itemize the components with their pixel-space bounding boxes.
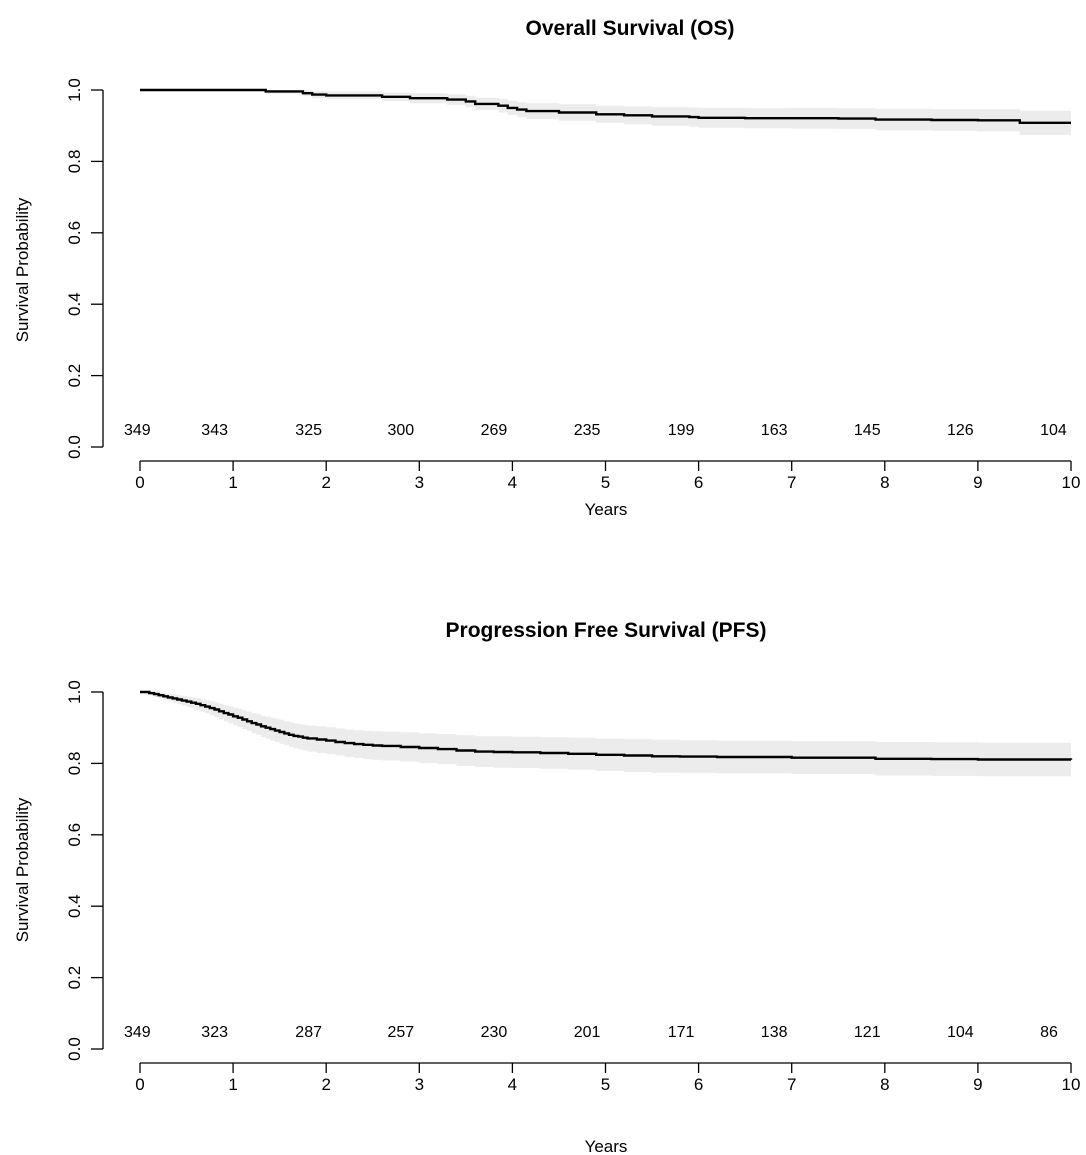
pfs-x-tick-label: 2 [321, 1075, 330, 1094]
os-x-tick-label: 6 [694, 473, 703, 492]
os-x-tick-label: 0 [135, 473, 144, 492]
os-y-tick-label: 0.4 [65, 292, 84, 316]
pfs-x-tick-label: 4 [508, 1075, 517, 1094]
pfs-x-axis-label: Years [585, 1137, 628, 1155]
os-x-tick-label: 5 [601, 473, 610, 492]
os-title: Overall Survival (OS) [526, 17, 735, 40]
pfs-at-risk-count: 287 [295, 1024, 322, 1041]
pfs-y-axis: 0.0 0.2 0.4 0.6 0.8 1.0 [65, 680, 104, 1061]
os-at-risk-count: 343 [201, 422, 228, 439]
os-y-tick-label: 1.0 [65, 78, 84, 102]
pfs-y-axis-label: Survival Probability [13, 797, 32, 942]
pfs-at-risk-count: 257 [388, 1024, 415, 1041]
pfs-at-risk-count: 201 [574, 1024, 601, 1041]
os-survival-curve [140, 88, 1071, 124]
pfs-curve-layer [140, 690, 1073, 761]
pfs-x-tick-label: 7 [787, 1075, 796, 1094]
os-at-risk-count: 269 [481, 422, 508, 439]
os-x-axis: 0 1 2 3 4 5 6 7 8 9 10 [135, 460, 1081, 492]
pfs-x-tick-label: 1 [228, 1075, 237, 1094]
os-at-risk-count: 126 [947, 422, 974, 439]
pfs-band-layer [140, 692, 1071, 777]
pfs-y-tick-label: 0.8 [65, 752, 84, 776]
pfs-at-risk-count: 86 [1040, 1024, 1058, 1041]
pfs-confidence-band [140, 692, 1071, 777]
pfs-at-risk-count: 230 [481, 1024, 508, 1041]
pfs-title: Progression Free Survival (PFS) [446, 619, 767, 642]
pfs-y-tick-label: 0.2 [65, 966, 84, 990]
pfs-y-tick-label: 1.0 [65, 680, 84, 704]
pfs-y-tick-label: 0.0 [65, 1037, 84, 1061]
pfs-x-tick-label: 0 [135, 1075, 144, 1094]
os-at-risk-count: 325 [295, 422, 322, 439]
os-curve-layer [140, 88, 1071, 124]
os-at-risk-count: 235 [574, 422, 601, 439]
pfs-survival-curve [140, 690, 1073, 761]
os-at-risk-count: 349 [124, 422, 151, 439]
os-at-risk-row: 349 343 325 300 269 235 199 163 145 126 104 [124, 422, 1067, 439]
pfs-at-risk-row: 349 323 287 257 230 201 171 138 121 104 86 [124, 1024, 1058, 1041]
pfs-at-risk-count: 104 [947, 1024, 974, 1041]
pfs-y-tick-label: 0.6 [65, 823, 84, 847]
os-at-risk-count: 300 [388, 422, 415, 439]
os-x-tick-label: 2 [321, 473, 330, 492]
os-x-tick-label: 9 [973, 473, 982, 492]
os-x-axis-label: Years [585, 500, 628, 519]
os-y-axis-label: Survival Probability [13, 197, 32, 342]
pfs-x-tick-label: 8 [880, 1075, 889, 1094]
pfs-panel: Progression Free Survival (PFS) 0.00.20.… [13, 619, 1080, 1155]
os-y-tick-label: 0.0 [65, 435, 84, 459]
os-at-risk-count: 104 [1040, 422, 1067, 439]
pfs-at-risk-count: 323 [201, 1024, 228, 1041]
os-y-axis: 0.0 0.2 0.4 0.6 0.8 1.0 [65, 78, 104, 459]
os-y-tick-label: 0.6 [65, 221, 84, 245]
pfs-at-risk-count: 349 [124, 1024, 151, 1041]
pfs-x-tick-label: 3 [415, 1075, 424, 1094]
os-band-layer [140, 90, 1071, 135]
os-at-risk-count: 145 [854, 422, 881, 439]
os-x-tick-label: 1 [228, 473, 237, 492]
pfs-at-risk-count: 171 [668, 1024, 695, 1041]
pfs-at-risk-count: 121 [854, 1024, 881, 1041]
os-x-tick-label: 3 [415, 473, 424, 492]
os-x-tick-label: 4 [508, 473, 517, 492]
os-x-tick-label: 7 [787, 473, 796, 492]
os-x-tick-label: 8 [880, 473, 889, 492]
pfs-x-tick-label: 5 [601, 1075, 610, 1094]
os-y-tick-label: 0.2 [65, 364, 84, 388]
pfs-y-tick-label: 0.4 [65, 894, 84, 918]
pfs-x-tick-label: 10 [1062, 1075, 1081, 1094]
os-confidence-band [140, 90, 1071, 135]
pfs-x-axis: 0 1 2 3 4 5 6 7 8 9 10 [135, 1062, 1081, 1094]
os-panel: Overall Survival (OS) 0.0 0.2 0.4 0.6 0.8 1.0… [13, 17, 1080, 519]
os-at-risk-count: 163 [761, 422, 788, 439]
os-y-tick-label: 0.8 [65, 150, 84, 174]
os-at-risk-count: 199 [668, 422, 695, 439]
pfs-x-tick-label: 6 [694, 1075, 703, 1094]
os-x-tick-label: 10 [1062, 473, 1081, 492]
pfs-x-tick-label: 9 [973, 1075, 982, 1094]
pfs-at-risk-count: 138 [761, 1024, 788, 1041]
